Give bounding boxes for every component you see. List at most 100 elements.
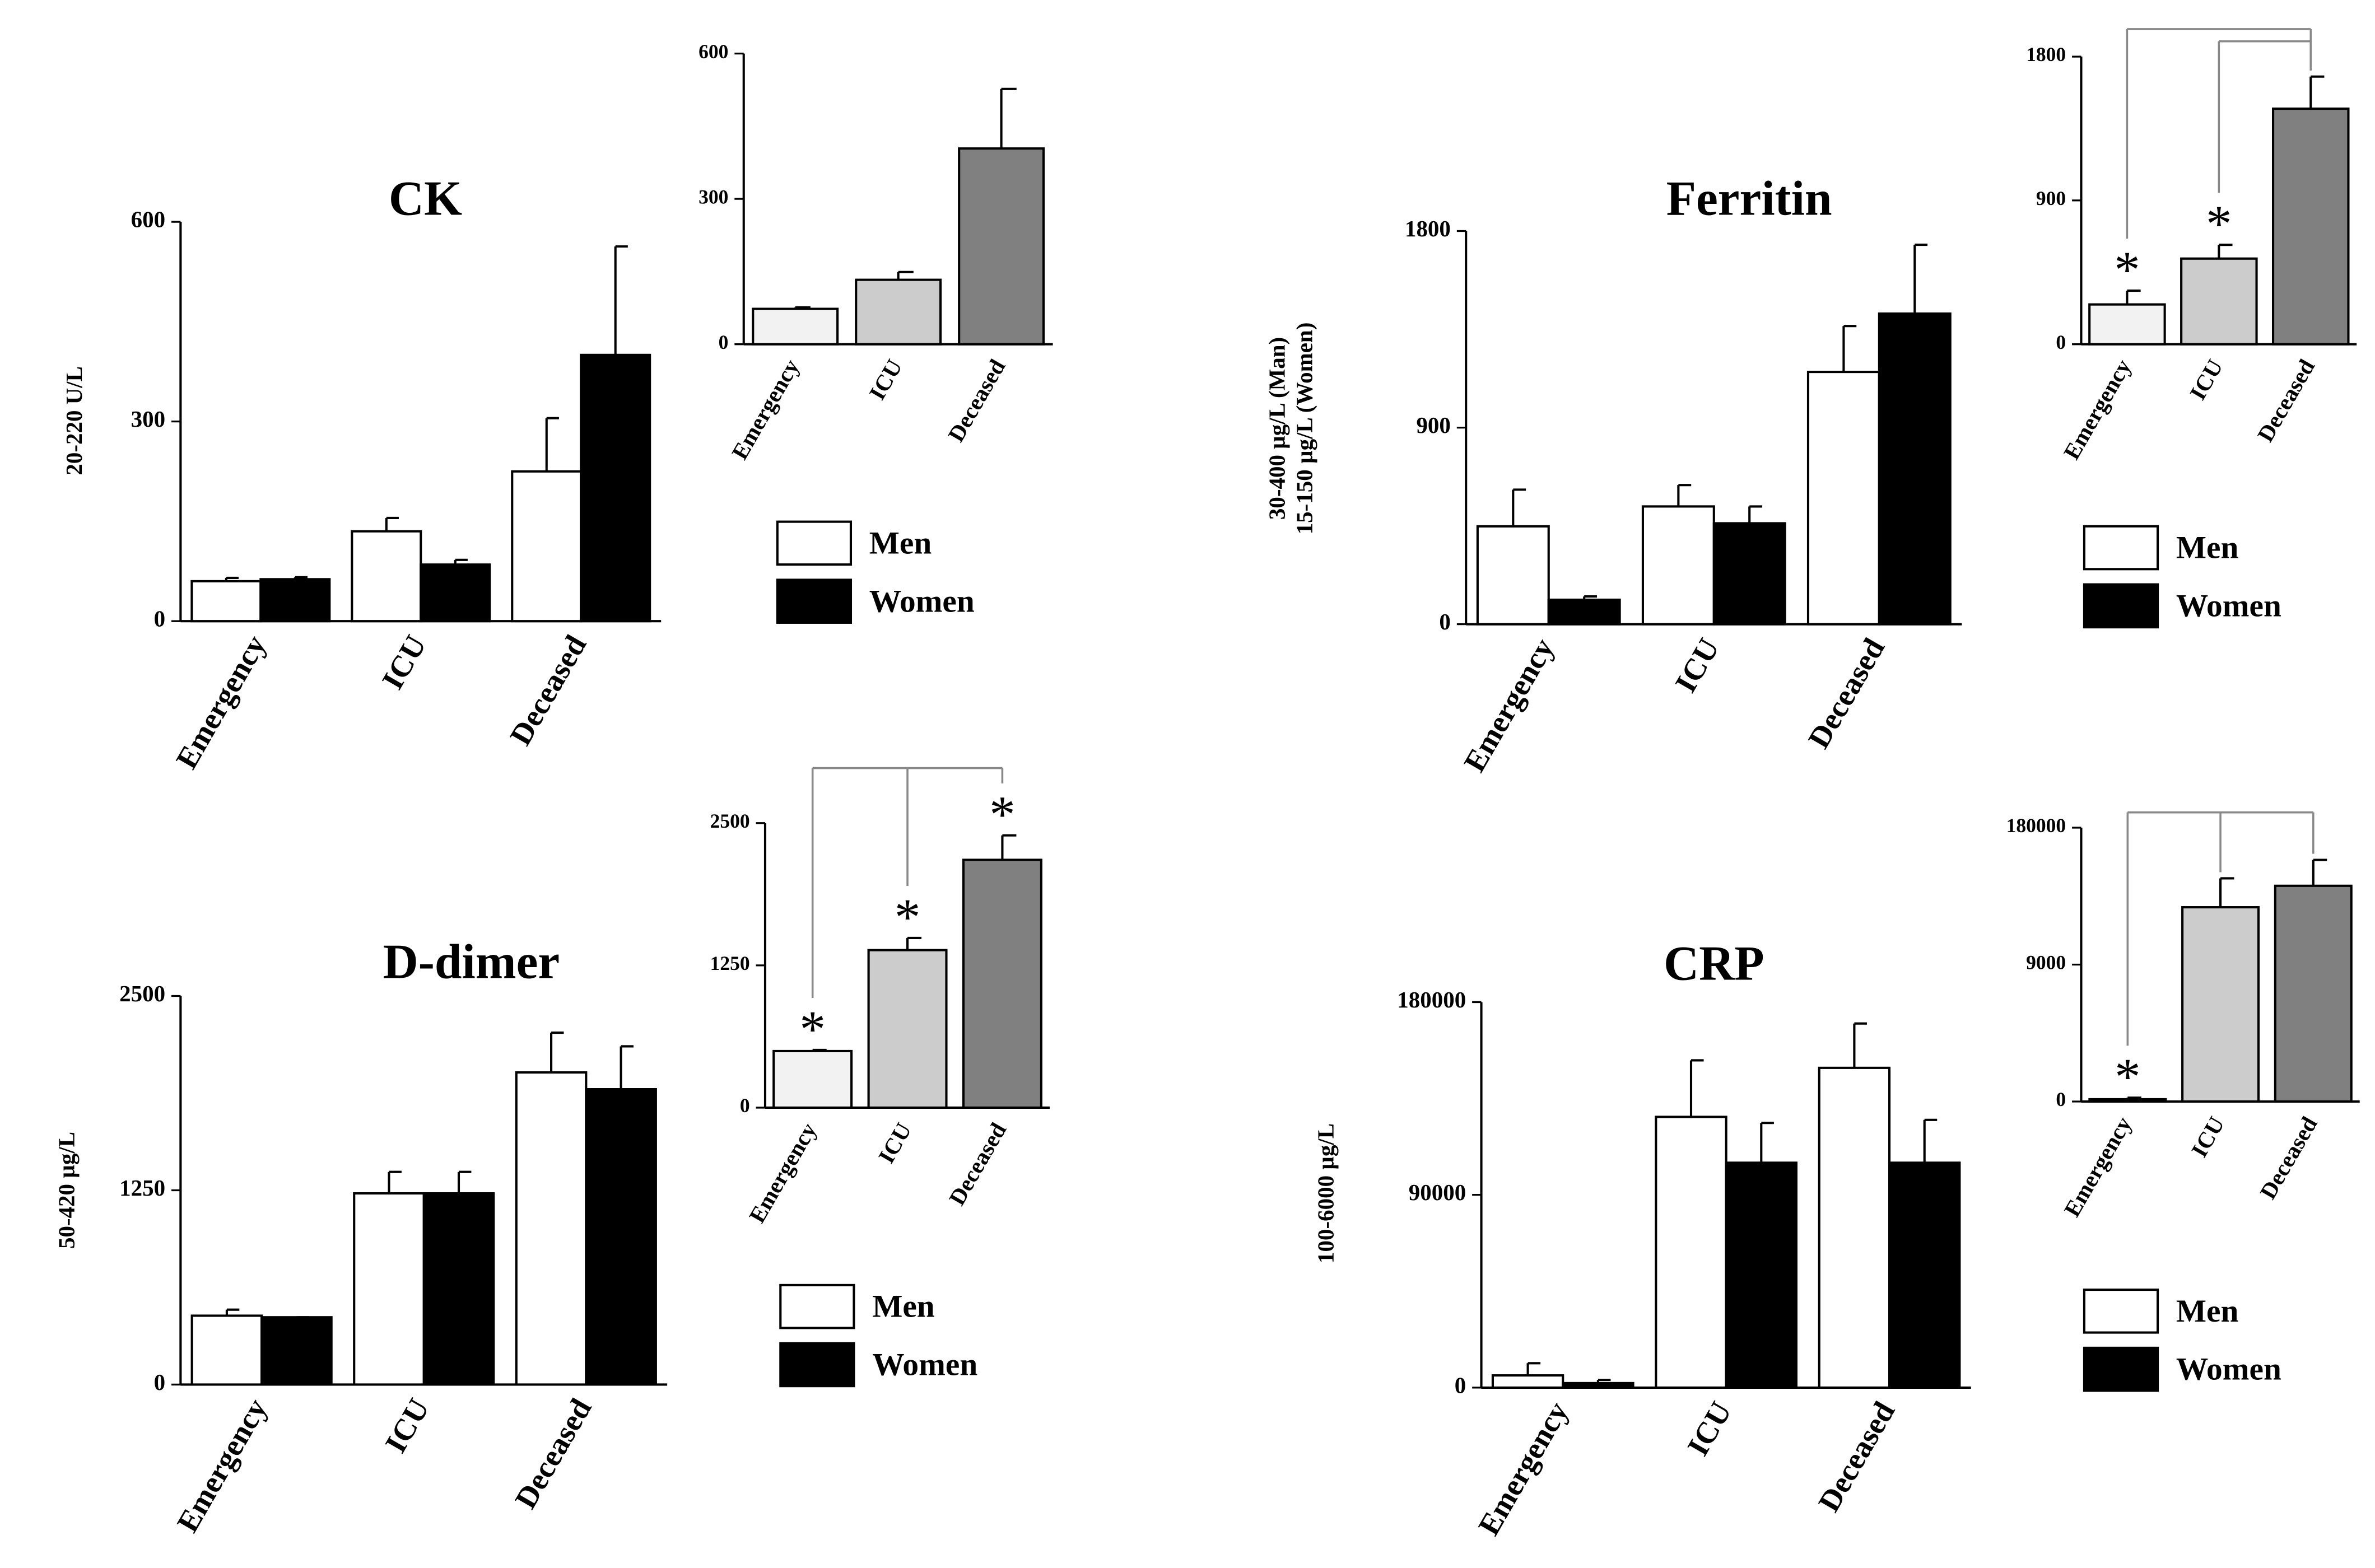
y-tick-label: 0 (740, 1094, 750, 1117)
bar (1878, 312, 1952, 626)
y-tick-label: 1250 (119, 1175, 165, 1201)
legend-label: Men (2176, 1294, 2239, 1329)
error-bar (550, 1031, 564, 1073)
bar (420, 563, 491, 623)
legend-label: Women (869, 584, 975, 619)
chart-title: D-dimer (383, 935, 560, 989)
error-bar (1760, 1122, 1774, 1163)
bar (1562, 1382, 1634, 1389)
error-bar (1526, 1362, 1541, 1376)
significance-mark: * (989, 786, 1015, 844)
legend-swatch (776, 520, 853, 566)
y-tick-label: 0 (154, 606, 165, 632)
bar (1547, 598, 1621, 626)
legend-swatch (2083, 1288, 2159, 1334)
error-bar (794, 306, 811, 309)
legend-swatch (779, 1284, 855, 1329)
error-bar (1853, 1022, 1867, 1068)
error-bar (811, 1048, 827, 1051)
legend-label: Women (2176, 588, 2281, 623)
y-tick-label: 900 (2036, 187, 2066, 209)
significance-mark: * (2115, 1048, 2140, 1106)
error-bar (385, 516, 399, 531)
legend-label: Women (872, 1347, 977, 1383)
error-bar (1689, 1059, 1704, 1117)
y-tick-label: 0 (2056, 1088, 2066, 1110)
error-bar (2219, 877, 2234, 908)
error-bar (2126, 290, 2141, 305)
legend-swatch (2083, 583, 2159, 629)
y-axis-label: 30-400 µg/L (Man) (1264, 337, 1289, 520)
bar (2272, 108, 2350, 346)
x-tick-label: Deceased (1811, 1396, 1902, 1517)
bar (867, 949, 948, 1109)
bar (585, 1088, 657, 1386)
bar (351, 530, 422, 623)
error-bar (545, 417, 559, 472)
error-bar (897, 270, 914, 280)
x-tick-label: Deceased (943, 355, 1010, 446)
error-bar (2218, 244, 2233, 259)
error-bar (1000, 87, 1017, 149)
legend-swatch (776, 578, 853, 624)
legend-swatch (2083, 1346, 2159, 1392)
legend-swatch (2083, 525, 2159, 571)
error-bar (1923, 1118, 1938, 1163)
bar (752, 307, 839, 346)
bar (422, 1192, 495, 1386)
legend-label: Men (2176, 530, 2239, 566)
error-bar (2126, 1096, 2141, 1099)
error-bar (620, 1045, 634, 1090)
significance-mark: * (895, 889, 920, 946)
y-tick-label: 2500 (710, 810, 750, 832)
error-bar (1677, 484, 1692, 507)
y-tick-label: 600 (131, 207, 165, 232)
x-tick-label: ICU (375, 629, 433, 695)
comparison-bracket (2218, 40, 2312, 193)
x-tick-label: ICU (2186, 1112, 2229, 1161)
error-bar (457, 1170, 472, 1194)
x-tick-label: ICU (1680, 1396, 1738, 1461)
y-tick-label: 300 (698, 185, 728, 208)
bar (1641, 505, 1715, 626)
x-tick-label: ICU (1668, 632, 1726, 698)
error-bar (1748, 505, 1763, 524)
comparison-bracket (811, 767, 1004, 998)
bar (958, 147, 1045, 346)
y-tick-label: 9000 (2026, 951, 2066, 974)
y-axis-label: 50-420 µg/L (53, 1132, 79, 1249)
bar (1806, 371, 1880, 626)
x-tick-label: Emergency (169, 629, 273, 774)
chart-title: CK (389, 171, 462, 225)
error-bar (225, 1308, 240, 1316)
y-tick-label: 0 (1455, 1372, 1466, 1398)
x-tick-label: Deceased (503, 629, 593, 751)
bar (2088, 303, 2166, 346)
bar (2181, 906, 2260, 1103)
bar (1888, 1161, 1961, 1389)
bar (1655, 1116, 1727, 1389)
x-tick-label: Deceased (1801, 632, 1892, 754)
bar (259, 578, 331, 623)
y-tick-label: 90000 (1409, 1179, 1466, 1205)
bar (2180, 257, 2258, 346)
y-tick-label: 0 (1439, 609, 1450, 634)
bar (1491, 1374, 1564, 1389)
x-tick-label: Emergency (1471, 1396, 1575, 1541)
x-tick-label: Deceased (2255, 1112, 2322, 1203)
y-tick-label: 2500 (119, 981, 165, 1006)
x-tick-label: Emergency (2059, 1112, 2136, 1221)
y-tick-label: 180000 (2006, 814, 2066, 837)
x-tick-label: Emergency (170, 1393, 274, 1538)
chart-title: Ferritin (1666, 171, 1832, 225)
x-tick-label: ICU (378, 1393, 436, 1458)
bar (1712, 522, 1786, 626)
legend-label: Men (872, 1289, 935, 1324)
x-tick-label: ICU (864, 355, 907, 404)
x-tick-label: Emergency (1457, 632, 1561, 777)
bar (511, 470, 583, 623)
y-axis-label: 100-6000 µg/L (1313, 1123, 1339, 1263)
significance-mark: * (2114, 241, 2140, 299)
error-bar (2312, 858, 2327, 886)
